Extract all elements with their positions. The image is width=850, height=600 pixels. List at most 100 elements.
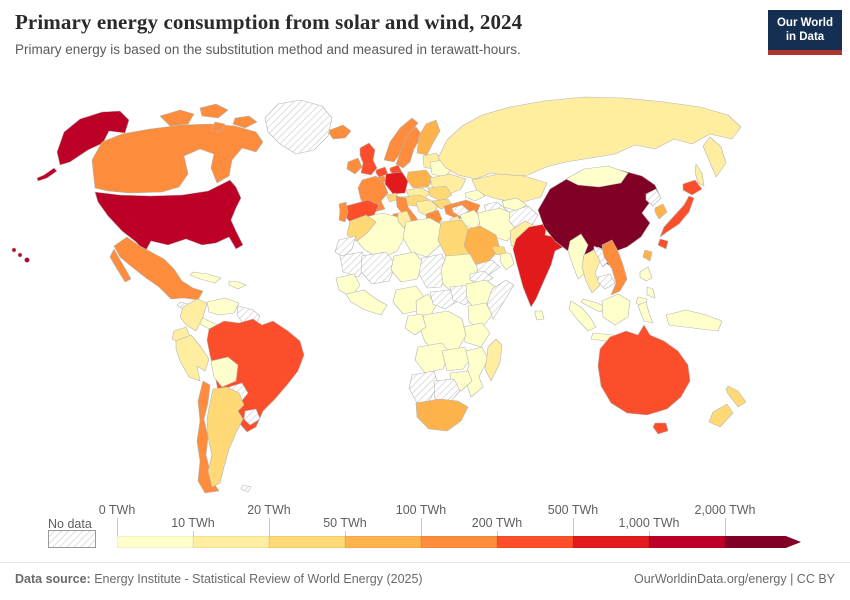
country-uae[interactable] (492, 245, 507, 256)
country-united-states-alaska[interactable] (56, 110, 130, 166)
country-new-guinea[interactable] (665, 309, 723, 332)
legend-tick-line (269, 518, 270, 536)
country-kazakhstan[interactable] (471, 173, 548, 204)
country-colombia[interactable] (179, 298, 208, 332)
country-thailand[interactable] (581, 249, 601, 294)
country-south-africa[interactable] (415, 398, 469, 432)
country-canada-arctic[interactable] (159, 109, 195, 127)
country-hispaniola[interactable] (228, 280, 247, 290)
country-chad[interactable] (418, 253, 449, 289)
country-cuba[interactable] (189, 271, 222, 284)
country-japan-kyushu[interactable] (657, 238, 669, 250)
country-vietnam[interactable] (601, 239, 628, 296)
country-morocco[interactable] (346, 214, 377, 242)
country-mozambique[interactable] (464, 346, 489, 398)
country-laos[interactable] (593, 245, 610, 268)
country-bolivia[interactable] (210, 356, 239, 388)
country-united-states-hawaii[interactable] (17, 252, 23, 258)
country-canada-arctic[interactable] (199, 103, 229, 119)
country-philippines[interactable] (646, 286, 656, 299)
country-united-kingdom[interactable] (359, 142, 378, 176)
country-canada-arctic[interactable] (210, 121, 226, 133)
legend-bin-2000+[interactable] (725, 536, 801, 548)
country-indonesia-sumatra[interactable] (568, 300, 597, 332)
country-gabon-congo[interactable] (404, 313, 427, 336)
country-indonesia-sulawesi[interactable] (637, 301, 654, 324)
country-united-states-hawaii[interactable] (11, 247, 17, 253)
country-madagascar[interactable] (484, 338, 503, 382)
country-central-african-republic[interactable] (429, 289, 459, 310)
legend-tick-label: 1,000 TWh (618, 516, 680, 530)
legend-bin-200-500[interactable] (497, 536, 573, 548)
country-cambodia[interactable] (597, 273, 616, 290)
country-venezuela[interactable] (206, 297, 240, 316)
country-ireland[interactable] (346, 157, 363, 175)
country-falkland-islands[interactable] (240, 484, 252, 493)
legend-bin-500-1000[interactable] (573, 536, 649, 548)
country-western-sahara[interactable] (334, 235, 357, 258)
owid-logo[interactable]: Our World in Data (768, 10, 842, 55)
legend-no-data-swatch[interactable] (48, 530, 96, 548)
country-mongolia[interactable] (565, 165, 629, 188)
legend-bin-0-10[interactable] (117, 536, 193, 548)
legend-bin-50-100[interactable] (345, 536, 421, 548)
country-russia-sakhalin[interactable] (694, 163, 705, 187)
country-portugal[interactable] (338, 201, 349, 223)
country-iceland[interactable] (328, 124, 352, 140)
country-netherlands[interactable] (375, 166, 389, 178)
country-kenya[interactable] (467, 302, 493, 330)
country-namibia[interactable] (408, 370, 439, 404)
country-libya[interactable] (402, 217, 443, 258)
country-cameroon[interactable] (415, 293, 437, 320)
country-niger[interactable] (390, 251, 425, 283)
country-poland[interactable] (406, 169, 434, 189)
country-uruguay[interactable] (243, 408, 261, 426)
country-mexico[interactable] (113, 236, 204, 301)
country-indonesia-borneo[interactable] (601, 293, 631, 326)
country-greenland[interactable] (264, 99, 333, 155)
country-new-zealand-south[interactable] (708, 403, 734, 428)
country-egypt[interactable] (437, 219, 471, 257)
legend-bin-100-200[interactable] (421, 536, 497, 548)
country-argentina[interactable] (206, 386, 245, 488)
country-canada[interactable] (91, 123, 264, 194)
country-mali[interactable] (360, 251, 397, 285)
country-united-states-aleutians[interactable] (36, 167, 58, 182)
country-north-korea[interactable] (645, 188, 662, 207)
legend-bin-1000-2000[interactable] (649, 536, 725, 548)
country-south-korea[interactable] (654, 203, 668, 220)
country-zambia[interactable] (441, 346, 473, 372)
country-mexico-baja[interactable] (109, 248, 132, 283)
country-norway[interactable] (383, 117, 419, 163)
country-guinea-coast[interactable] (345, 289, 388, 316)
country-united-states[interactable] (94, 179, 244, 253)
country-australia[interactable] (597, 324, 691, 416)
legend-bin-10-20[interactable] (193, 536, 269, 548)
country-canada-arctic[interactable] (232, 115, 258, 129)
country-new-zealand-north[interactable] (725, 385, 747, 408)
country-russia-kamchatka[interactable] (702, 136, 727, 178)
legend-color-bar[interactable] (117, 536, 801, 548)
country-caucasus[interactable] (464, 189, 486, 202)
country-tanzania[interactable] (461, 322, 491, 348)
country-somalia[interactable] (486, 279, 515, 320)
country-romania[interactable] (427, 185, 453, 202)
country-angola[interactable] (414, 342, 451, 374)
country-taiwan[interactable] (642, 249, 653, 262)
world-map[interactable] (10, 88, 842, 494)
country-switzerland[interactable] (386, 192, 400, 203)
country-botswana[interactable] (433, 378, 461, 404)
country-oman[interactable] (499, 250, 515, 271)
country-germany[interactable] (384, 171, 409, 195)
country-japan-hokkaido[interactable] (682, 179, 703, 196)
country-united-states-hawaii[interactable] (24, 257, 30, 263)
country-sri-lanka[interactable] (534, 310, 545, 321)
country-malaysia[interactable] (580, 298, 607, 313)
legend-bin-20-50[interactable] (269, 536, 345, 548)
country-senegal[interactable] (335, 273, 361, 298)
country-australia-tasmania[interactable] (652, 422, 669, 435)
country-finland[interactable] (416, 119, 441, 156)
country-japan-honshu[interactable] (659, 195, 695, 238)
country-philippines[interactable] (639, 266, 653, 282)
country-peru[interactable] (175, 334, 210, 382)
